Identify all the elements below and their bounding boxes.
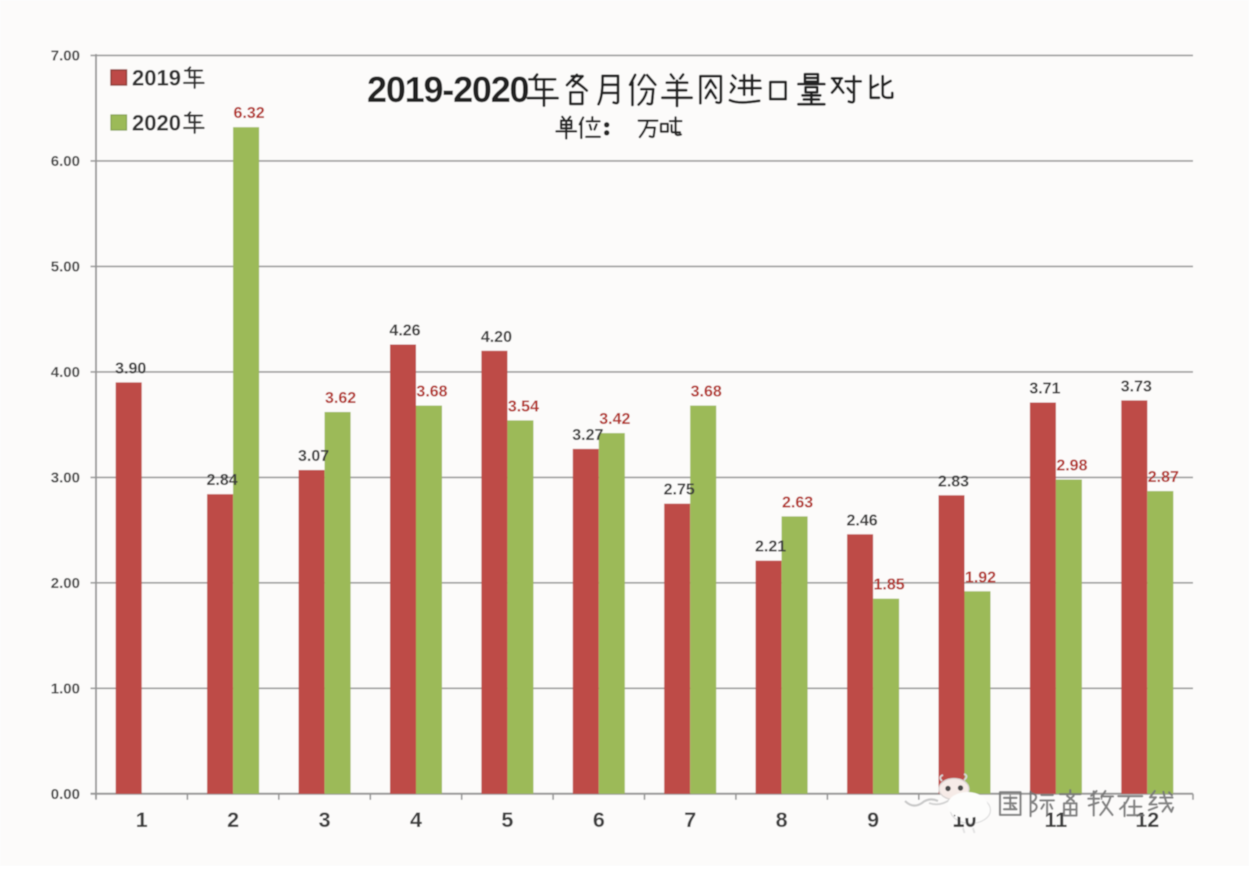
svg-text:1.00: 1.00 [51, 680, 80, 697]
svg-text:2.98: 2.98 [1056, 458, 1087, 475]
svg-text:5: 5 [501, 808, 513, 832]
svg-text:3.54: 3.54 [508, 398, 539, 415]
svg-text:7: 7 [684, 808, 696, 832]
svg-text:3.68: 3.68 [416, 384, 447, 401]
svg-text:2.87: 2.87 [1148, 469, 1179, 486]
svg-text:2019-2020: 2019-2020 [367, 69, 529, 110]
svg-text:1: 1 [136, 808, 148, 832]
svg-text:3.73: 3.73 [1121, 378, 1152, 395]
svg-text:2.84: 2.84 [207, 472, 238, 489]
svg-text:3.42: 3.42 [599, 411, 630, 428]
svg-text:3.00: 3.00 [51, 469, 80, 486]
svg-text:3.27: 3.27 [572, 427, 603, 444]
svg-text:0.00: 0.00 [51, 786, 80, 803]
svg-text:8: 8 [776, 808, 788, 832]
svg-text:2.46: 2.46 [847, 512, 878, 529]
svg-text:12: 12 [1135, 808, 1159, 832]
svg-text:4.00: 4.00 [51, 364, 80, 381]
svg-text:2019: 2019 [132, 66, 181, 91]
svg-text:3.07: 3.07 [298, 448, 329, 465]
svg-text:2.83: 2.83 [938, 473, 969, 490]
svg-text:2020: 2020 [132, 111, 181, 136]
svg-text:3.62: 3.62 [325, 390, 356, 407]
svg-text:3: 3 [319, 808, 331, 832]
svg-text:2: 2 [227, 808, 239, 832]
svg-text:6.00: 6.00 [51, 153, 80, 170]
svg-text:6.32: 6.32 [234, 105, 265, 122]
svg-text:2.00: 2.00 [51, 575, 80, 592]
svg-text:6: 6 [593, 808, 605, 832]
svg-text:7.00: 7.00 [51, 47, 80, 64]
svg-text:2.75: 2.75 [664, 482, 695, 499]
svg-text:4: 4 [410, 808, 422, 832]
svg-text:4.20: 4.20 [481, 329, 512, 346]
svg-text:1.85: 1.85 [874, 577, 905, 594]
svg-text:9: 9 [867, 808, 879, 832]
svg-text:11: 11 [1045, 808, 1068, 832]
svg-text:1.92: 1.92 [965, 569, 996, 586]
svg-text:2.63: 2.63 [782, 494, 813, 511]
svg-text:3.71: 3.71 [1029, 381, 1060, 398]
svg-text:3.68: 3.68 [691, 384, 722, 401]
svg-text:2.21: 2.21 [755, 539, 786, 556]
svg-text:4.26: 4.26 [389, 323, 420, 340]
svg-text:3.90: 3.90 [115, 360, 146, 377]
svg-text:5.00: 5.00 [51, 258, 80, 275]
